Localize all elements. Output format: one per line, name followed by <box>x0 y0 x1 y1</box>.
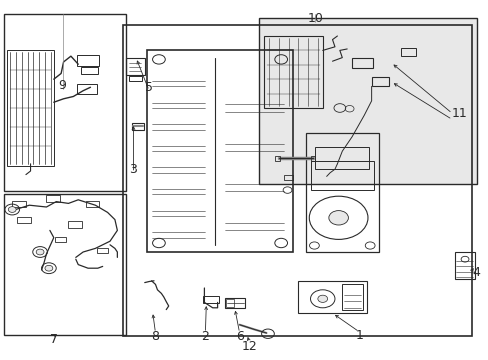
Text: 10: 10 <box>307 12 323 24</box>
Text: 6: 6 <box>235 330 243 343</box>
Bar <box>283 175 293 180</box>
Bar <box>274 156 279 161</box>
Bar <box>132 123 144 130</box>
Text: 11: 11 <box>451 107 467 120</box>
Circle shape <box>8 207 16 212</box>
Bar <box>454 252 474 279</box>
Bar <box>225 299 233 307</box>
Text: 9: 9 <box>59 79 66 92</box>
Text: 8: 8 <box>151 330 159 343</box>
Bar <box>310 161 373 190</box>
Bar <box>97 248 107 253</box>
Bar <box>128 76 142 81</box>
Bar <box>310 156 315 161</box>
Bar <box>4 194 126 335</box>
Bar <box>305 133 378 252</box>
Text: 12: 12 <box>241 340 257 353</box>
Bar <box>259 18 476 184</box>
Bar <box>46 195 60 202</box>
Text: 1: 1 <box>355 329 363 342</box>
Text: 7: 7 <box>50 333 58 346</box>
Bar <box>264 36 322 108</box>
Bar <box>126 58 144 75</box>
Circle shape <box>36 249 44 255</box>
Bar <box>4 14 126 191</box>
Circle shape <box>328 211 347 225</box>
Circle shape <box>317 295 327 302</box>
Bar <box>224 298 244 308</box>
Bar <box>77 84 97 94</box>
Text: 5: 5 <box>145 81 153 94</box>
Bar <box>315 147 368 169</box>
Bar <box>17 217 31 223</box>
Bar <box>342 284 362 310</box>
Bar <box>371 77 388 86</box>
Bar <box>146 50 293 252</box>
Bar <box>55 237 66 242</box>
Text: 4: 4 <box>472 266 480 279</box>
Circle shape <box>45 265 53 271</box>
Text: 2: 2 <box>201 330 209 343</box>
Bar <box>68 221 82 228</box>
Bar <box>298 281 366 313</box>
Bar <box>203 296 218 303</box>
Bar <box>351 58 372 68</box>
Bar <box>81 67 98 74</box>
Bar <box>77 55 99 66</box>
Bar <box>85 201 99 207</box>
Text: 3: 3 <box>129 163 137 176</box>
Bar <box>7 50 54 166</box>
Bar <box>400 48 415 56</box>
Bar <box>12 201 26 207</box>
